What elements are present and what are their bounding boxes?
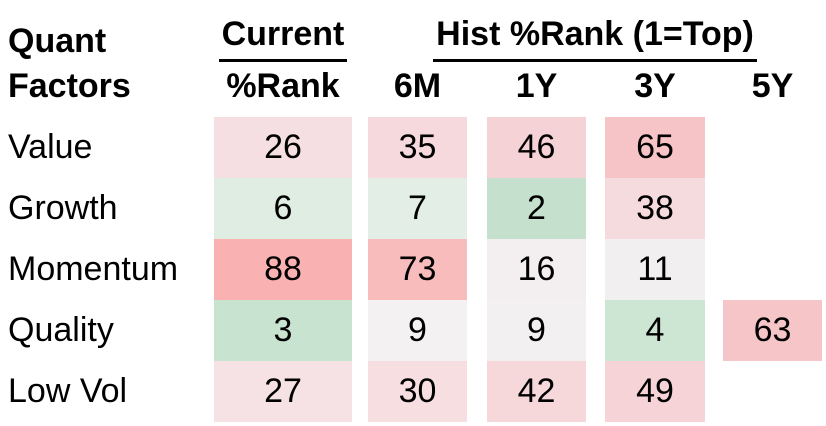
- cell-low-vol-1y: 42: [487, 361, 586, 422]
- cell-growth-current: 6: [214, 178, 352, 239]
- cell-low-vol-6m: 30: [368, 361, 467, 422]
- group-header-hist-rank-label: Hist %Rank (1=Top): [433, 12, 757, 62]
- cell-value-6m: 35: [368, 117, 467, 178]
- column-header-5y: 5Y: [751, 67, 794, 105]
- row-label-quality: Quality: [8, 311, 114, 349]
- cell-value-3y: 65: [605, 117, 705, 178]
- cell-momentum-3y: 11: [605, 239, 705, 300]
- table-title-line1: Quant: [8, 22, 107, 60]
- cell-momentum-6m: 73: [368, 239, 467, 300]
- column-header-1y: 1Y: [515, 67, 558, 105]
- column-header-3y: 3Y: [634, 67, 676, 105]
- cell-value-1y: 46: [487, 117, 586, 178]
- cell-growth-3y: 38: [605, 178, 705, 239]
- row-label-low-vol: Low Vol: [8, 372, 128, 410]
- column-header-6m: 6M: [393, 67, 442, 105]
- cell-growth-1y: 2: [487, 178, 586, 239]
- row-label-growth: Growth: [8, 189, 118, 227]
- cell-low-vol-3y: 49: [605, 361, 705, 422]
- row-label-value: Value: [8, 128, 93, 166]
- cell-quality-1y: 9: [487, 300, 586, 361]
- cell-quality-5y: 63: [723, 300, 822, 361]
- column-header-percent-rank: %Rank: [226, 67, 340, 105]
- group-header-current-label: Current: [218, 12, 348, 62]
- group-header-hist-rank: Hist %Rank (1=Top): [368, 12, 822, 62]
- row-label-momentum: Momentum: [8, 250, 179, 288]
- cell-growth-6m: 7: [368, 178, 467, 239]
- cell-momentum-current: 88: [214, 239, 352, 300]
- cell-quality-current: 3: [214, 300, 352, 361]
- cell-value-current: 26: [214, 117, 352, 178]
- cell-quality-3y: 4: [605, 300, 705, 361]
- group-header-current: Current: [214, 12, 352, 62]
- cell-quality-6m: 9: [368, 300, 467, 361]
- table-title-line2: Factors: [8, 67, 131, 105]
- cell-low-vol-current: 27: [214, 361, 352, 422]
- cell-momentum-1y: 16: [487, 239, 586, 300]
